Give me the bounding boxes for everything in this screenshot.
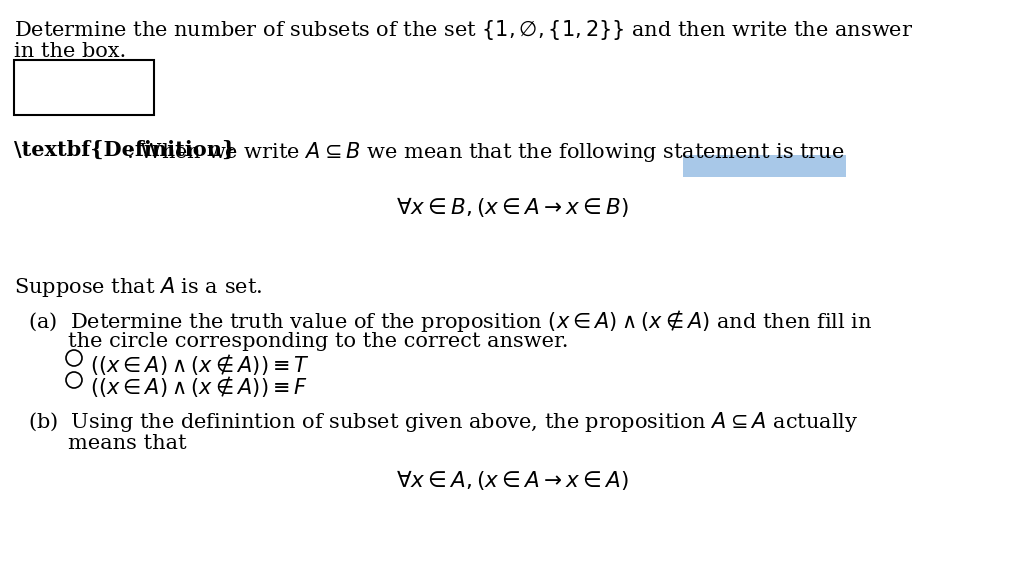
Text: $\forall x \in B,(x \in A \rightarrow x \in B)$: $\forall x \in B,(x \in A \rightarrow x … xyxy=(395,195,629,219)
Text: \textbf{Definition}: \textbf{Definition} xyxy=(14,140,236,160)
Text: (a)  Determine the truth value of the proposition $(x \in A) \wedge (x \notin A): (a) Determine the truth value of the pro… xyxy=(28,308,872,334)
Text: the circle corresponding to the correct answer.: the circle corresponding to the correct … xyxy=(68,332,568,351)
Bar xyxy=(14,60,154,115)
Text: (b)  Using the definintion of subset given above, the proposition $A \subseteq A: (b) Using the definintion of subset give… xyxy=(28,410,858,434)
Bar xyxy=(683,155,846,177)
Text: $((x \in A) \wedge (x \notin A)) \equiv F$: $((x \in A) \wedge (x \notin A)) \equiv … xyxy=(90,374,308,399)
Text: : When we write $A \subseteq B$ we mean that the following statement is true: : When we write $A \subseteq B$ we mean … xyxy=(126,140,845,164)
Text: in the box.: in the box. xyxy=(14,42,126,61)
Text: Suppose that $A$ is a set.: Suppose that $A$ is a set. xyxy=(14,275,262,299)
Text: means that: means that xyxy=(68,434,186,453)
Text: Determine the number of subsets of the set $\{1, \varnothing, \{1,2\}\}$ and the: Determine the number of subsets of the s… xyxy=(14,18,913,42)
Text: $((x \in A) \wedge (x \notin A)) \equiv T$: $((x \in A) \wedge (x \notin A)) \equiv … xyxy=(90,352,310,377)
Text: $\forall x \in A,(x \in A \rightarrow x \in A)$: $\forall x \in A,(x \in A \rightarrow x … xyxy=(395,468,629,492)
